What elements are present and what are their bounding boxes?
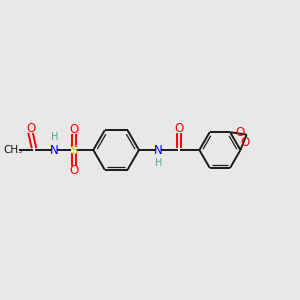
Text: N: N (50, 143, 59, 157)
Text: O: O (236, 126, 245, 139)
Text: O: O (69, 123, 79, 136)
Text: CH₃: CH₃ (4, 145, 23, 155)
Text: O: O (26, 122, 35, 135)
Text: O: O (240, 136, 250, 149)
Text: H: H (51, 133, 58, 142)
Text: O: O (69, 164, 79, 177)
Text: S: S (70, 143, 78, 157)
Text: H: H (154, 158, 162, 167)
Text: N: N (154, 143, 163, 157)
Text: O: O (174, 122, 184, 135)
